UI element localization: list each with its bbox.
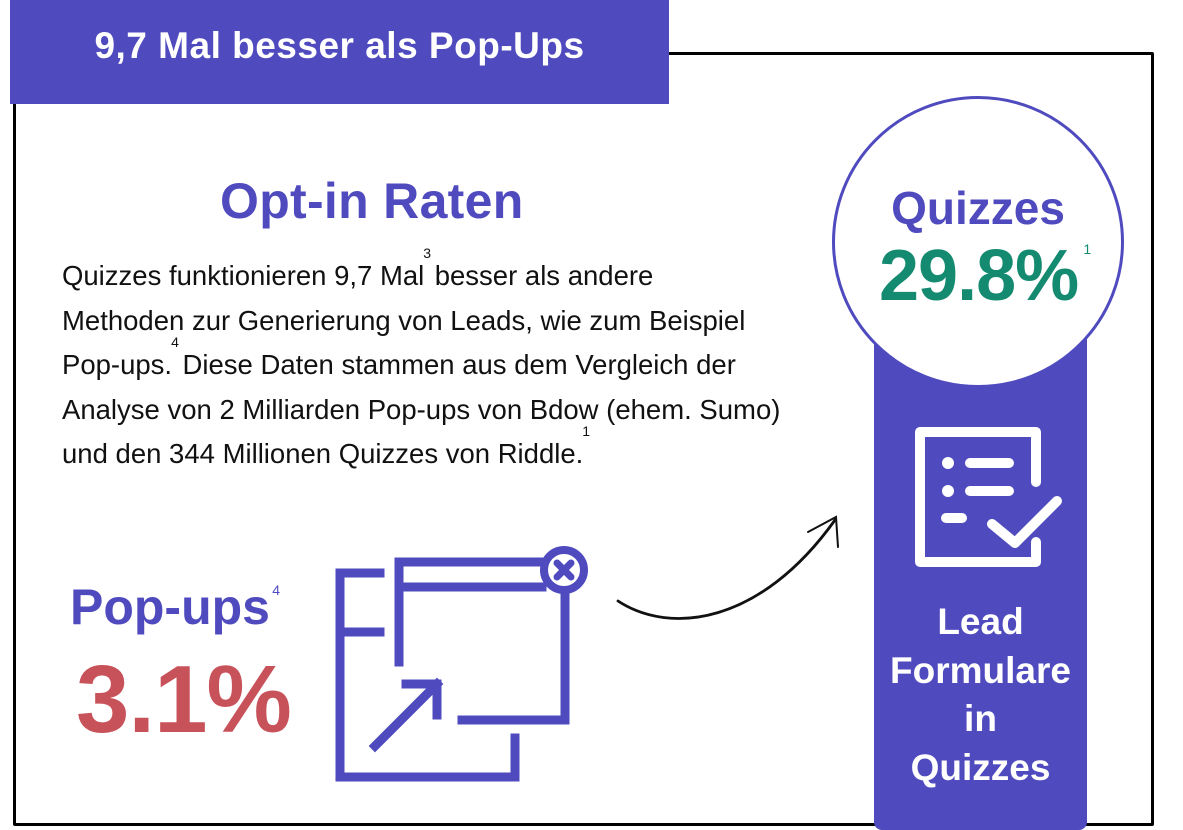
footnote-ref: 4 — [272, 582, 280, 598]
quiz-column — [874, 330, 1087, 830]
quizzes-rate-value: 29.8% — [879, 236, 1079, 316]
footnote-ref: 1 — [582, 423, 591, 439]
description-paragraph: Quizzes funktionieren 9,7 Mal3 besser al… — [62, 246, 782, 477]
title-banner: 9,7 Mal besser als Pop-Ups — [10, 0, 669, 104]
caption-line: Formulare — [890, 649, 1071, 691]
description-part: Diese Daten stammen aus dem Vergleich de… — [62, 349, 781, 469]
section-title: Opt-in Raten — [220, 173, 524, 229]
curved-arrow-icon — [616, 515, 839, 620]
footnote-ref: 4 — [171, 334, 179, 350]
form-checklist-icon — [915, 427, 1062, 567]
description-part: Quizzes funktionieren 9,7 Mal — [62, 260, 425, 291]
description-part: besser als andere Methoden zur Generieru… — [62, 260, 746, 380]
lead-forms-caption: Lead Formulare in Quizzes — [874, 598, 1087, 792]
footnote-ref: 3 — [423, 245, 432, 261]
banner-title: 9,7 Mal besser als Pop-Ups — [94, 25, 585, 66]
quizzes-label: Quizzes — [891, 182, 1065, 234]
caption-line: Quizzes — [910, 746, 1051, 788]
popup-window-icon — [335, 546, 588, 782]
popups-label-text: Pop-ups — [70, 579, 270, 635]
popups-rate-value: 3.1% — [76, 646, 292, 753]
footnote-ref: 1 — [1083, 241, 1091, 257]
popups-label: Pop-ups 4 — [70, 578, 280, 636]
quizzes-rate: 29.8% 1 — [879, 235, 1091, 317]
caption-line: in — [964, 698, 997, 739]
caption-line: Lead — [937, 601, 1024, 642]
quiz-rate-circle: Quizzes 29.8% 1 — [832, 96, 1124, 388]
